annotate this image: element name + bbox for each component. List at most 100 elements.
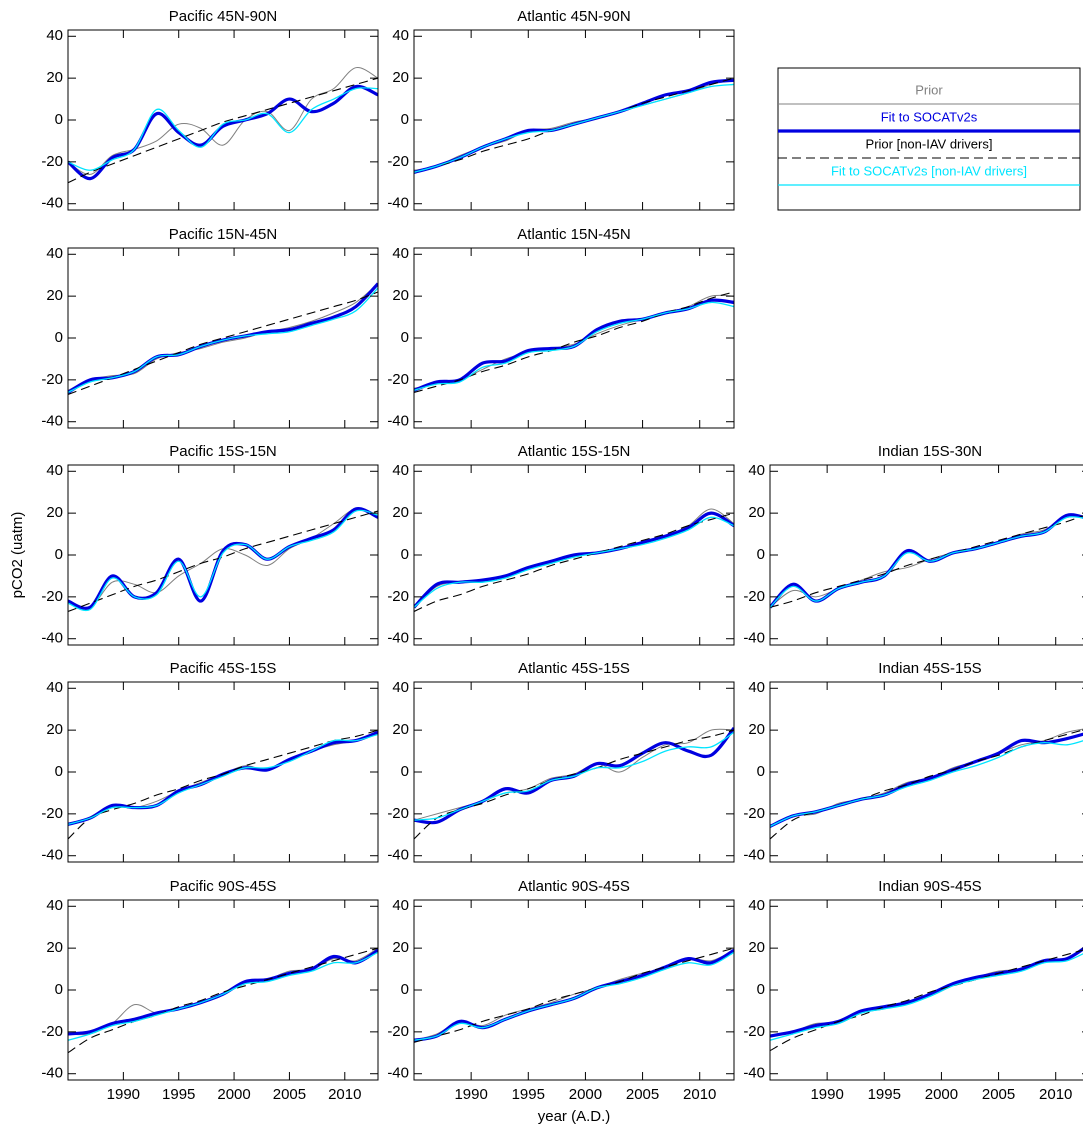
y-tick-label: 20 [748, 721, 765, 738]
series-line [68, 951, 378, 1041]
panel-title: Atlantic 45N-90N [517, 8, 630, 25]
y-tick-label: 20 [46, 721, 63, 738]
x-tick-label: 2010 [683, 1086, 716, 1103]
y-tick-label: -20 [41, 153, 63, 170]
y-tick-label: 40 [46, 897, 63, 914]
y-tick-label: 0 [55, 111, 63, 128]
y-tick-label: 20 [46, 939, 63, 956]
x-axis-label: year (A.D.) [538, 1108, 611, 1125]
series-line [68, 733, 378, 825]
legend-box [777, 67, 1081, 211]
series-line [68, 67, 378, 175]
plot-area [770, 513, 1083, 609]
plot-area [770, 728, 1083, 840]
y-tick-label: 20 [748, 504, 765, 521]
y-tick-label: 40 [46, 462, 63, 479]
x-tick-label: 1995 [162, 1086, 195, 1103]
series-line [770, 516, 1083, 608]
y-tick-label: -40 [743, 1065, 765, 1082]
y-tick-label: 20 [392, 287, 409, 304]
x-tick-label: 1990 [107, 1086, 140, 1103]
y-tick-label: 40 [748, 897, 765, 914]
plot-area [68, 282, 378, 396]
y-tick-label: 0 [401, 981, 409, 998]
x-tick-label: 2005 [626, 1086, 659, 1103]
y-tick-label: 20 [392, 939, 409, 956]
legend-label: Prior [non-IAV drivers] [866, 136, 993, 151]
legend-label: Fit to SOCATv2s [881, 109, 978, 124]
plot-area [68, 507, 378, 613]
y-tick-label: 0 [55, 763, 63, 780]
y-tick-label: -20 [743, 1023, 765, 1040]
y-tick-label: -20 [41, 805, 63, 822]
panel-title: Atlantic 45S-15S [518, 660, 630, 677]
y-tick-label: 20 [748, 939, 765, 956]
y-tick-label: 40 [46, 27, 63, 44]
panel-title: Pacific 90S-45S [170, 878, 277, 895]
y-tick-label: -40 [41, 195, 63, 212]
x-tick-label: 2005 [273, 1086, 306, 1103]
y-tick-label: -40 [41, 1065, 63, 1082]
y-tick-label: -20 [41, 371, 63, 388]
y-tick-label: -20 [743, 805, 765, 822]
y-tick-label: -20 [387, 588, 409, 605]
plot-frame [67, 29, 379, 211]
plot-area [414, 947, 734, 1043]
y-tick-label: -40 [387, 195, 409, 212]
series-line [414, 512, 734, 613]
y-tick-label: -40 [387, 413, 409, 430]
y-tick-label: -20 [41, 588, 63, 605]
series-line [68, 729, 378, 840]
x-tick-label: 2000 [569, 1086, 602, 1103]
y-tick-label: 0 [55, 329, 63, 346]
series-line [68, 282, 378, 394]
series-line [68, 509, 378, 612]
plot-frame [67, 681, 379, 863]
series-line [68, 84, 378, 181]
series-line [770, 729, 1083, 840]
y-tick-label: -40 [743, 630, 765, 647]
y-tick-label: 0 [757, 981, 765, 998]
plot-frame [769, 681, 1083, 863]
plot-frame [67, 899, 379, 1081]
series-line [68, 947, 378, 1054]
y-tick-label: -20 [387, 1023, 409, 1040]
plot-area [414, 508, 734, 613]
y-tick-label: 40 [46, 679, 63, 696]
y-tick-label: -40 [41, 413, 63, 430]
plot-frame [413, 681, 735, 863]
series-line [414, 298, 734, 392]
y-tick-label: -40 [387, 847, 409, 864]
series-line [68, 77, 378, 184]
y-tick-label: 40 [392, 245, 409, 262]
y-tick-label: -20 [387, 153, 409, 170]
y-tick-label: 0 [55, 981, 63, 998]
y-tick-label: -40 [743, 847, 765, 864]
plot-area [414, 727, 734, 840]
y-tick-label: -40 [387, 1065, 409, 1082]
y-tick-label: -40 [41, 847, 63, 864]
x-tick-label: 1995 [512, 1086, 545, 1103]
y-axis-label: pCO2 (uatm) [9, 512, 26, 599]
y-tick-label: 40 [392, 462, 409, 479]
series-line [414, 511, 734, 609]
panel-title: Pacific 15N-45N [169, 226, 277, 243]
plot-frame [413, 899, 735, 1081]
x-tick-label: 1995 [868, 1086, 901, 1103]
y-tick-label: -40 [387, 630, 409, 647]
y-tick-label: 0 [401, 546, 409, 563]
y-tick-label: -20 [387, 371, 409, 388]
series-line [770, 953, 1083, 1041]
series-line [414, 83, 734, 173]
series-line [414, 951, 734, 1041]
y-tick-label: 40 [46, 245, 63, 262]
plot-area [68, 67, 378, 184]
plot-frame [769, 899, 1083, 1081]
plot-area [770, 947, 1083, 1052]
series-line [68, 283, 378, 391]
y-tick-label: 0 [757, 763, 765, 780]
panel-title: Pacific 15S-15N [169, 443, 277, 460]
series-line [414, 291, 734, 393]
y-tick-label: 20 [392, 504, 409, 521]
